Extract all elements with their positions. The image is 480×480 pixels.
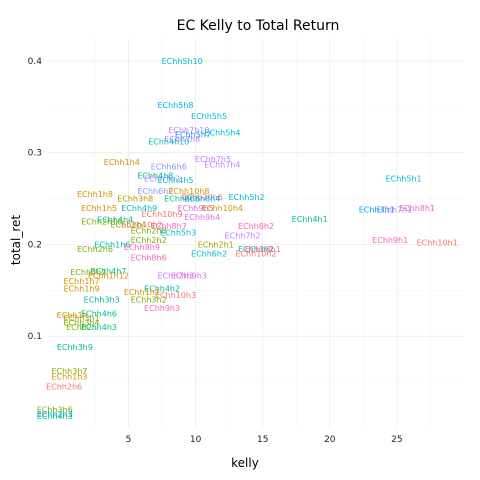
point-label: EChh5h8 (157, 101, 193, 110)
chart-title: EC Kelly to Total Return (177, 18, 340, 34)
point-label: EChh10h2 (235, 250, 276, 259)
x-tick-label: 10 (190, 435, 202, 445)
point-label: EChh4h5 (157, 176, 193, 185)
y-axis-title: total_ret (9, 215, 23, 265)
x-tick-label: 5 (126, 435, 132, 445)
point-label: EChh8h6 (131, 253, 167, 262)
point-labels: EChh5h10EChh5h8EChh5h5EChh7h10EChh5h7ECh… (37, 57, 458, 421)
point-label: EChh9h1 (372, 236, 408, 245)
x-tick-label: 15 (257, 435, 268, 445)
point-label: EChh2h6 (46, 383, 82, 392)
point-label: EChh10h4 (202, 204, 243, 213)
y-tick-label: 0.2 (28, 240, 42, 250)
point-label: EChh5h2 (229, 193, 265, 202)
point-label: EChh6h2 (191, 250, 227, 259)
point-label: EChh2h1 (198, 240, 234, 249)
point-label: EChh8h2 (238, 222, 274, 231)
point-label: EChh9h3 (171, 272, 207, 281)
point-label: EChh10h1 (417, 239, 458, 248)
x-tick-labels: 5 10 15 20 25 (126, 435, 403, 445)
point-label: EChh6h6 (151, 162, 187, 171)
point-label: EChh4h10 (148, 138, 189, 147)
point-label: EChh1h5 (81, 204, 117, 213)
point-label: EChh9h4 (184, 213, 220, 222)
point-label: EChh2h6 (77, 245, 113, 254)
point-label: EChh4h1 (292, 215, 328, 224)
point-label: EChh3h9 (57, 343, 93, 352)
point-label: EChh1h8 (77, 190, 113, 199)
y-tick-label: 0.3 (28, 149, 42, 159)
point-label: EChh1h4 (104, 158, 140, 167)
point-label: EChh7h4 (204, 161, 240, 170)
point-label: EChh3h3 (84, 296, 120, 305)
point-label: EChh5h5 (191, 112, 227, 121)
point-label: EChh5h10 (162, 57, 203, 66)
point-label: EChh1h3 (51, 373, 87, 382)
point-label: EChh1h9 (64, 285, 100, 294)
x-axis-title: kelly (231, 456, 259, 470)
point-label: EChh5h1 (386, 174, 422, 183)
point-label: EChh5h4 (204, 129, 240, 138)
point-label: EChh3h1 (359, 206, 395, 215)
point-label: EChh10h9 (142, 210, 183, 219)
x-tick-label: 25 (391, 435, 402, 445)
x-tick-label: 20 (324, 435, 336, 445)
point-label: EChh4h3 (81, 323, 117, 332)
point-label: EChh8h4 (184, 195, 220, 204)
y-tick-labels: 0.1 0.2 0.3 0.4 (28, 57, 43, 342)
point-label: EChh4h3 (37, 412, 73, 421)
point-label: EChh3h8 (117, 195, 153, 204)
y-tick-label: 0.1 (28, 332, 42, 342)
y-tick-label: 0.4 (28, 57, 43, 67)
point-label: EChh9h3 (144, 304, 180, 313)
point-label: EChh8h9 (124, 243, 160, 252)
point-label: EChh7h2 (225, 231, 261, 240)
